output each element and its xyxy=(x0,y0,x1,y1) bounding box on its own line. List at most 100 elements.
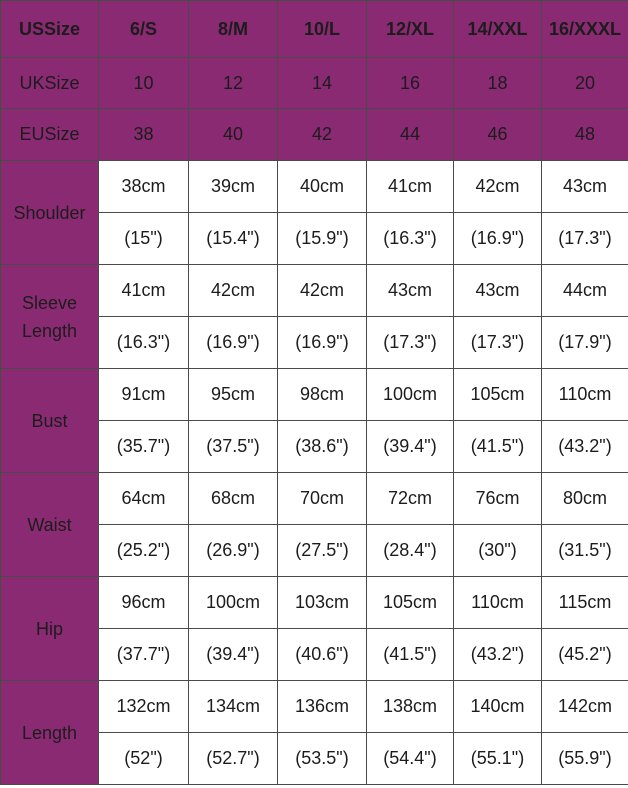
inch-cell: (52.7") xyxy=(188,732,278,785)
inch-cell: (43.2") xyxy=(453,628,542,681)
inch-cell: (16.9") xyxy=(277,316,367,369)
cm-cell: 100cm xyxy=(188,576,278,629)
cm-cell: 136cm xyxy=(277,680,367,733)
cm-cell: 96cm xyxy=(98,576,189,629)
cm-cell: 43cm xyxy=(541,160,628,213)
inch-cell: (43.2") xyxy=(541,420,628,473)
inch-cell: (54.4") xyxy=(366,732,454,785)
header-cell: 6/S xyxy=(98,0,189,58)
inch-cell: (55.9") xyxy=(541,732,628,785)
cm-cell: 110cm xyxy=(453,576,542,629)
inch-cell: (37.7") xyxy=(98,628,189,681)
header-cell: 48 xyxy=(541,108,628,161)
header-cell: 46 xyxy=(453,108,542,161)
inch-cell: (39.4") xyxy=(188,628,278,681)
inch-cell: (26.9") xyxy=(188,524,278,577)
inch-cell: (45.2") xyxy=(541,628,628,681)
cm-cell: 76cm xyxy=(453,472,542,525)
inch-cell: (16.9") xyxy=(453,212,542,265)
measurement-row: Shoulder 38cm 39cm 40cm 41cm 42cm 43cm xyxy=(0,160,628,265)
inch-cell: (15.9") xyxy=(277,212,367,265)
measurement-row: Waist 64cm 68cm 70cm 72cm 76cm 80cm xyxy=(0,472,628,577)
inch-cell: (30") xyxy=(453,524,542,577)
row-label: UKSize xyxy=(0,57,99,109)
header-cell: 12/XL xyxy=(366,0,454,58)
header-cell: 16/XXXL xyxy=(541,0,628,58)
header-cell: 40 xyxy=(188,108,278,161)
cm-cell: 70cm xyxy=(277,472,367,525)
cm-cell: 110cm xyxy=(541,368,628,421)
cm-cell: 138cm xyxy=(366,680,454,733)
measurement-row: (52") (52.7") (53.5") (54.4") (55.1") (55.9") xyxy=(1,732,628,785)
measurement-row: (37.7") (39.4") (40.6") (41.5") (43.2") (45.2… xyxy=(1,628,628,681)
cm-cell: 132cm xyxy=(98,680,189,733)
cm-cell: 103cm xyxy=(277,576,367,629)
measurement-label: Waist xyxy=(0,472,99,577)
header-cell: 42 xyxy=(277,108,367,161)
header-cell: 10 xyxy=(98,57,189,109)
cm-cell: 98cm xyxy=(277,368,367,421)
inch-cell: (39.4") xyxy=(366,420,454,473)
inch-cell: (17.3") xyxy=(541,212,628,265)
inch-cell: (15") xyxy=(98,212,189,265)
header-cell: 44 xyxy=(366,108,454,161)
cm-cell: 38cm xyxy=(98,160,189,213)
measurement-row: (16.3") (16.9") (16.9") (17.3") (17.3") (17.9… xyxy=(1,316,628,369)
cm-cell: 72cm xyxy=(366,472,454,525)
header-row: UKSize 10 12 14 16 18 20 xyxy=(0,57,628,109)
inch-cell: (55.1") xyxy=(453,732,542,785)
cm-cell: 41cm xyxy=(366,160,454,213)
measurement-row: (15") (15.4") (15.9") (16.3") (16.9") (17.3") xyxy=(1,212,628,265)
row-label: EUSize xyxy=(0,108,99,161)
header-cell: 14/XXL xyxy=(453,0,542,58)
header-row: USSize 6/S 8/M 10/L 12/XL 14/XXL 16/XXXL xyxy=(0,0,628,58)
measurement-row: Hip 96cm 100cm 103cm 105cm 110cm 115cm xyxy=(0,576,628,681)
cm-cell: 134cm xyxy=(188,680,278,733)
cm-cell: 64cm xyxy=(98,472,189,525)
measurement-label: Shoulder xyxy=(0,160,99,265)
inch-cell: (16.9") xyxy=(188,316,278,369)
cm-cell: 40cm xyxy=(277,160,367,213)
inch-cell: (17.3") xyxy=(453,316,542,369)
cm-cell: 43cm xyxy=(453,264,542,317)
cm-cell: 44cm xyxy=(541,264,628,317)
inch-cell: (31.5") xyxy=(541,524,628,577)
inch-cell: (52") xyxy=(98,732,189,785)
inch-cell: (27.5") xyxy=(277,524,367,577)
measurement-row: Sleeve Length 41cm 42cm 42cm 43cm 43cm 44cm xyxy=(0,264,628,369)
inch-cell: (28.4") xyxy=(366,524,454,577)
inch-cell: (41.5") xyxy=(453,420,542,473)
cm-cell: 68cm xyxy=(188,472,278,525)
cm-cell: 105cm xyxy=(453,368,542,421)
cm-cell: 42cm xyxy=(188,264,278,317)
inch-cell: (16.3") xyxy=(98,316,189,369)
measurement-row: Length 132cm 134cm 136cm 138cm 140cm 142cm xyxy=(0,680,628,785)
inch-cell: (41.5") xyxy=(366,628,454,681)
measurement-row: Bust 91cm 95cm 98cm 100cm 105cm 110cm xyxy=(0,368,628,473)
inch-cell: (17.9") xyxy=(541,316,628,369)
inch-cell: (25.2") xyxy=(98,524,189,577)
cm-cell: 80cm xyxy=(541,472,628,525)
header-cell: 20 xyxy=(541,57,628,109)
cm-cell: 42cm xyxy=(453,160,542,213)
header-cell: 10/L xyxy=(277,0,367,58)
measurement-label: Length xyxy=(0,680,99,785)
cm-cell: 140cm xyxy=(453,680,542,733)
measurement-label: Hip xyxy=(0,576,99,681)
cm-cell: 43cm xyxy=(366,264,454,317)
cm-cell: 105cm xyxy=(366,576,454,629)
inch-cell: (37.5") xyxy=(188,420,278,473)
measurement-row: (25.2") (26.9") (27.5") (28.4") (30") (31.5") xyxy=(1,524,628,577)
inch-cell: (15.4") xyxy=(188,212,278,265)
header-cell: 8/M xyxy=(188,0,278,58)
inch-cell: (17.3") xyxy=(366,316,454,369)
inch-cell: (53.5") xyxy=(277,732,367,785)
cm-cell: 41cm xyxy=(98,264,189,317)
header-cell: 16 xyxy=(366,57,454,109)
cm-cell: 42cm xyxy=(277,264,367,317)
inch-cell: (40.6") xyxy=(277,628,367,681)
cm-cell: 142cm xyxy=(541,680,628,733)
measurement-row: (35.7") (37.5") (38.6") (39.4") (41.5") (43.2… xyxy=(1,420,628,473)
